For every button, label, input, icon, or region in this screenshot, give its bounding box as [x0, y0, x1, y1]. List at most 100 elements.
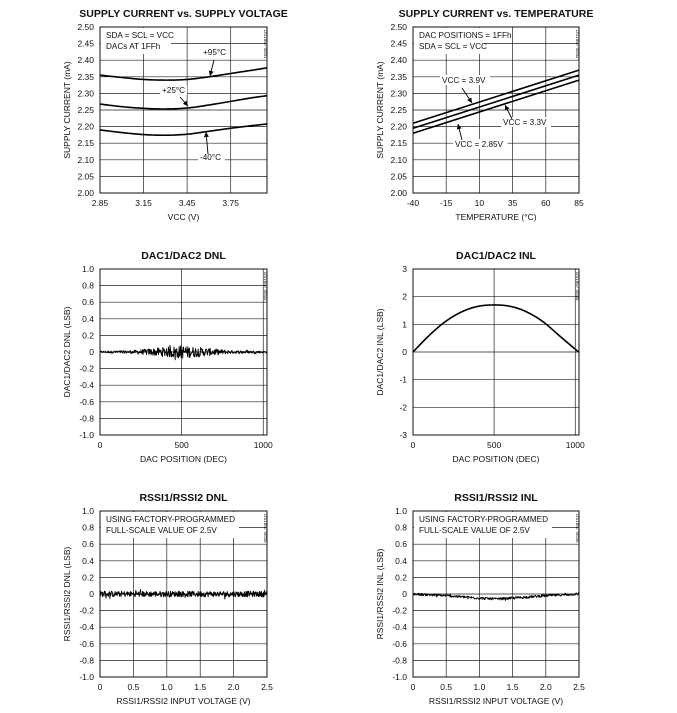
note-background — [101, 28, 171, 54]
series-label-background — [201, 47, 228, 57]
figure-id-watermark: DS1857 toc03 — [263, 272, 268, 301]
series-line-1 — [412, 592, 580, 601]
y-tick-label: 0.6 — [395, 539, 407, 549]
x-tick-label: 0 — [98, 682, 103, 692]
series-label-arrowhead — [182, 100, 188, 106]
y-tick-label: -0.8 — [79, 655, 94, 665]
y-tick-label: 2.40 — [77, 55, 94, 65]
y-tick-label: 2.35 — [390, 72, 407, 82]
chart-note: DACs AT 1FFh — [106, 42, 161, 51]
y-tick-label: 1.0 — [82, 506, 94, 516]
y-axis-label: RSSI1/RSSI2 INL (LSB) — [375, 548, 385, 639]
dac-inl-chart: DAC1/DAC2 INL -3 -2 -1 0 1 2 3 0 500 1000 DAC POSIT… — [375, 250, 585, 464]
x-tick-label: 1.5 — [507, 682, 519, 692]
y-tick-label: -0.6 — [79, 397, 94, 407]
chart-title: SUPPLY CURRENT vs. SUPPLY VOLTAGE — [79, 8, 288, 20]
x-axis-label: DAC POSITION (DEC) — [140, 454, 227, 464]
y-tick-label: -1.0 — [79, 430, 94, 440]
series-label: VCC = 3.9V — [442, 76, 486, 85]
y-tick-label: 2.20 — [390, 122, 407, 132]
note-background — [101, 512, 239, 538]
y-tick-label: 2.00 — [390, 188, 407, 198]
y-tick-label: -0.2 — [79, 364, 94, 374]
y-tick-label: -0.8 — [79, 413, 94, 423]
y-tick-label: 0.8 — [395, 523, 407, 533]
series-label-arrowhead — [208, 70, 214, 76]
figure-id-watermark: DS1857 toc02 — [575, 30, 580, 59]
y-tick-label: 0.2 — [395, 572, 407, 582]
x-tick-label: 35 — [508, 198, 518, 208]
plot-frame — [99, 26, 268, 194]
y-tick-label: 2.10 — [390, 155, 407, 165]
series-line-1 — [99, 67, 268, 81]
y-tick-label: -2 — [399, 402, 407, 412]
dac-dnl-chart: DAC1/DAC2 DNL -1.0 -0.8 -0.6 -0.4 -0.2 0 0.2 0.4… — [62, 250, 273, 464]
series-label: +95°C — [203, 48, 226, 57]
x-tick-label: 85 — [574, 198, 584, 208]
figure-id-watermark: DS1857 toc01 — [263, 30, 268, 59]
y-axis-label: DAC1/DAC2 INL (LSB) — [375, 308, 385, 395]
figure-id-watermark: DS1857 toc06 — [575, 514, 580, 543]
chart-note: SDA = SCL = VCC — [419, 42, 487, 51]
y-tick-label: 2.40 — [390, 55, 407, 65]
y-tick-label: 0.2 — [82, 572, 94, 582]
y-tick-label: 2.25 — [390, 105, 407, 115]
y-tick-label: 1.0 — [82, 264, 94, 274]
y-tick-label: 2.20 — [77, 122, 94, 132]
x-tick-label: 2.0 — [228, 682, 240, 692]
chart-note: USING FACTORY-PROGRAMMED — [106, 515, 235, 524]
x-axis-label: RSSI1/RSSI2 INPUT VOLTAGE (V) — [429, 696, 563, 706]
y-axis-label: RSSI1/RSSI2 DNL (LSB) — [62, 547, 72, 642]
x-tick-label: 3.45 — [179, 198, 196, 208]
series-line-1 — [99, 344, 268, 361]
y-tick-label: -0.2 — [79, 606, 94, 616]
supply-vs-voltage-chart: SUPPLY CURRENT vs. SUPPLY VOLTAGE 2.00 2.0… — [62, 8, 288, 222]
x-axis-label: RSSI1/RSSI2 INPUT VOLTAGE (V) — [116, 696, 250, 706]
chart-note: DAC POSITIONS = 1FFh — [419, 31, 512, 40]
chart-note: USING FACTORY-PROGRAMMED — [419, 515, 548, 524]
y-tick-label: 2.05 — [390, 171, 407, 181]
x-tick-label: 60 — [541, 198, 551, 208]
series-label-background — [453, 139, 508, 149]
chart-title: DAC1/DAC2 DNL — [141, 250, 226, 262]
y-tick-label: 0 — [402, 589, 407, 599]
y-tick-label: 2.30 — [390, 88, 407, 98]
x-tick-label: 500 — [175, 440, 189, 450]
x-tick-label: -40 — [407, 198, 420, 208]
y-tick-label: 0.2 — [82, 330, 94, 340]
x-tick-label: 1000 — [566, 440, 585, 450]
series-label-arrowhead — [505, 105, 510, 111]
y-tick-label: 2.35 — [77, 72, 94, 82]
x-tick-label: 500 — [487, 440, 501, 450]
x-tick-label: 0 — [98, 440, 103, 450]
x-axis-label: TEMPERATURE (°C) — [455, 212, 536, 222]
y-tick-label: 1.0 — [395, 506, 407, 516]
y-tick-label: -0.4 — [79, 622, 94, 632]
x-tick-label: 2.85 — [92, 198, 109, 208]
series-label-background — [440, 75, 490, 85]
y-tick-label: 2.30 — [77, 88, 94, 98]
y-tick-label: -0.6 — [79, 639, 94, 649]
y-tick-label: -0.4 — [79, 380, 94, 390]
series-label: +25°C — [162, 86, 185, 95]
y-tick-label: 1 — [402, 319, 407, 329]
chart-title: RSSI1/RSSI2 INL — [454, 492, 538, 504]
y-tick-label: 2.00 — [77, 188, 94, 198]
note-background — [414, 512, 552, 538]
series-line-1 — [412, 69, 580, 125]
x-tick-label: 2.5 — [573, 682, 585, 692]
y-tick-label: 2 — [402, 292, 407, 302]
x-tick-label: 1.5 — [194, 682, 206, 692]
chart-note: FULL-SCALE VALUE OF 2.5V — [419, 526, 530, 535]
y-tick-label: 2.15 — [77, 138, 94, 148]
series-label: VCC = 3.3V — [503, 118, 547, 127]
series-label-arrowhead — [467, 97, 472, 103]
chart-note: SDA = SCL = VCC — [106, 31, 174, 40]
x-tick-label: 1.0 — [473, 682, 485, 692]
y-tick-label: -3 — [399, 430, 407, 440]
y-tick-label: 0.6 — [82, 539, 94, 549]
series-line-1 — [99, 589, 268, 600]
plot-frame — [99, 510, 268, 678]
x-tick-label: 2.0 — [540, 682, 552, 692]
